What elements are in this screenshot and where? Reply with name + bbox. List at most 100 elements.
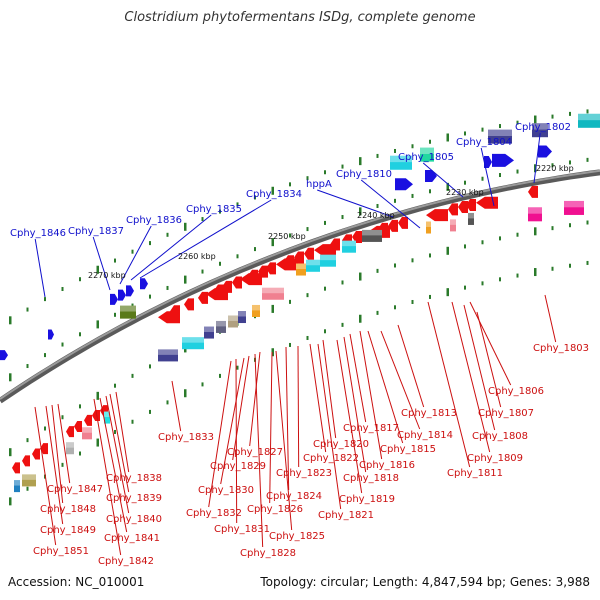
reverse-gene-label: Cphy_1832 <box>186 508 242 519</box>
reverse-leader-line <box>171 380 182 432</box>
reverse-gene-label: Cphy_1808 <box>472 431 528 442</box>
reverse-leader-line <box>109 393 130 493</box>
scale-label: 2230 kbp <box>446 188 484 197</box>
reverse-gene-label: Cphy_1803 <box>533 343 589 354</box>
reverse-gene-label: Cphy_1809 <box>467 453 523 464</box>
tick-mark <box>464 244 466 249</box>
reverse-gene-arrow <box>170 305 180 318</box>
reverse-leader-line <box>427 301 471 468</box>
annotation-block-shade <box>22 474 36 480</box>
annotation-block-shade <box>532 123 548 130</box>
reverse-leader-line <box>336 339 363 494</box>
reverse-gene-label: Cphy_1839 <box>106 493 162 504</box>
annotation-block-shade <box>320 254 336 261</box>
forward-gene-label: hppA <box>306 179 332 190</box>
reverse-gene-label: Cphy_1849 <box>40 525 96 536</box>
reverse-leader-line <box>115 391 130 473</box>
reverse-leader-line <box>93 398 122 556</box>
forward-gene-arrow <box>395 178 413 191</box>
annotation-block <box>342 240 356 253</box>
reverse-leader-line <box>309 343 327 453</box>
annotation-block <box>426 221 431 234</box>
tick-mark <box>359 157 362 166</box>
tick-mark <box>61 287 64 292</box>
reverse-gene-arrow <box>304 247 314 260</box>
tick-mark <box>429 139 431 144</box>
reverse-gene-label: Cphy_1813 <box>401 408 457 419</box>
annotation-block-shade <box>262 287 284 294</box>
annotation-block <box>204 326 214 339</box>
forward-gene-label: Cphy_1802 <box>515 122 571 133</box>
tick-mark <box>219 373 221 378</box>
tick-mark <box>534 227 537 236</box>
reverse-gene-label: Cphy_1806 <box>488 386 544 397</box>
tick-mark <box>254 247 256 252</box>
reverse-gene-label: Cphy_1816 <box>359 460 415 471</box>
annotation-block-shade <box>66 442 74 448</box>
annotation-block <box>306 259 320 272</box>
reverse-leader-line <box>34 406 57 546</box>
reverse-leader-line <box>285 346 290 491</box>
tick-mark <box>61 415 64 420</box>
annotation-block <box>528 207 542 222</box>
map-title: Clostridium phytofermentans ISDg, comple… <box>124 10 476 25</box>
annotation-block-shade <box>82 427 92 433</box>
forward-leader-line <box>34 238 46 298</box>
reverse-gene-label: Cphy_1807 <box>478 408 534 419</box>
tick-mark <box>516 120 519 125</box>
forward-gene-arrow <box>484 156 492 169</box>
reverse-gene-arrow <box>458 200 468 213</box>
reverse-gene-arrow <box>74 421 82 433</box>
annotation-block-shade <box>182 337 204 343</box>
tick-mark <box>499 124 501 129</box>
reverse-leader-line <box>51 404 64 504</box>
tick-mark <box>376 153 379 158</box>
annotation-block-shade <box>204 326 214 333</box>
forward-leader-line <box>317 189 394 218</box>
reverse-gene-label: Cphy_1826 <box>247 504 303 515</box>
forward-gene-label: Cphy_1835 <box>186 204 242 215</box>
topology-text: Topology: circular; Length: 4,847,594 bp… <box>260 575 590 589</box>
tick-mark <box>79 451 81 456</box>
tick-mark <box>166 400 169 405</box>
tick-mark <box>324 329 326 334</box>
tick-mark <box>394 148 396 153</box>
tick-mark <box>481 281 484 286</box>
scale-label: 2270 kbp <box>88 271 126 280</box>
tick-mark <box>569 111 571 116</box>
tick-mark <box>464 285 466 290</box>
reverse-gene-arrow <box>198 291 208 304</box>
reverse-gene-label: Cphy_1828 <box>240 548 296 559</box>
annotation-block-shade <box>528 207 542 214</box>
tick-mark <box>271 238 274 247</box>
annotation-block <box>22 474 36 487</box>
forward-leader-line <box>480 147 495 207</box>
tick-mark <box>359 314 362 323</box>
reverse-gene-arrow <box>466 199 476 212</box>
annotation-block-shade <box>564 200 584 208</box>
tick-mark <box>236 365 239 370</box>
scale-label: 2220 kbp <box>536 164 574 173</box>
forward-leader-line <box>422 162 464 198</box>
tick-mark <box>586 260 589 265</box>
reverse-gene-arrow <box>528 185 538 198</box>
annotation-block <box>158 349 178 362</box>
tick-mark <box>219 261 221 266</box>
forward-leader-line <box>139 199 272 279</box>
tick-mark <box>149 364 151 369</box>
reverse-leader-line <box>275 350 293 531</box>
forward-leader-line <box>130 214 212 281</box>
tick-mark <box>306 227 309 232</box>
annotation-block <box>362 229 382 242</box>
tick-mark <box>166 232 169 237</box>
reverse-leader-line <box>380 330 421 430</box>
accession-text: Accession: NC_010001 <box>8 575 145 589</box>
tick-mark <box>184 222 187 231</box>
reverse-gene-arrow <box>352 231 362 244</box>
tick-mark <box>9 373 12 382</box>
reverse-gene-arrow <box>330 238 340 251</box>
forward-gene-arrow <box>48 329 54 340</box>
annotation-block <box>14 480 20 493</box>
